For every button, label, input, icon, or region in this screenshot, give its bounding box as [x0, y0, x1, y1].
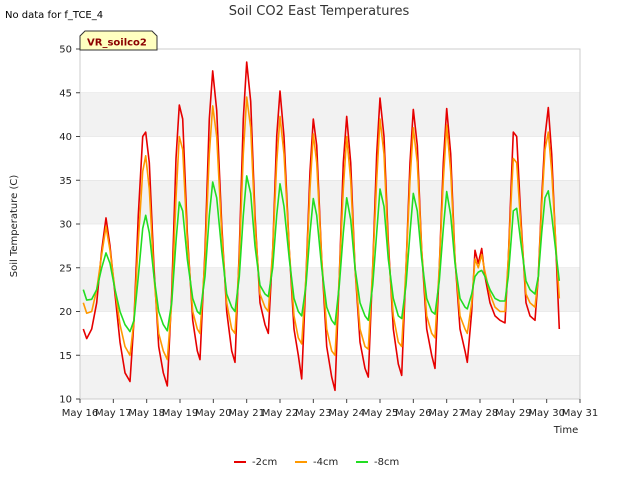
no-data-note: No data for f_TCE_4 [5, 10, 103, 21]
x-tick-label: May 27 [428, 408, 465, 419]
x-axis-label: Time [553, 425, 578, 436]
x-tick-label: May 19 [162, 408, 199, 419]
background-band [80, 92, 580, 137]
x-tick-label: May 22 [262, 408, 299, 419]
legend: -2cm -4cm -8cm [234, 457, 399, 468]
y-axis-ticks: 10 15 20 25 30 35 40 45 50 [59, 45, 80, 406]
y-tick-label: 20 [59, 307, 72, 318]
y-tick-label: 10 [59, 395, 72, 406]
x-tick-label: May 24 [328, 408, 365, 419]
x-tick-label: May 31 [562, 408, 599, 419]
legend-label: -2cm [252, 457, 277, 468]
badge-box [79, 30, 158, 51]
legend-label: -4cm [313, 457, 338, 468]
x-tick-label: May 26 [395, 408, 432, 419]
x-tick-label: May 23 [295, 408, 332, 419]
badge-label: VR_soilco2 [87, 38, 147, 49]
y-tick-label: 30 [59, 220, 72, 231]
series-line-8cm [82, 175, 561, 333]
series-lines [82, 61, 561, 392]
y-tick-label: 40 [59, 132, 72, 143]
x-tick-label: May 16 [62, 408, 99, 419]
y-axis-label: Soil Temperature (C) [9, 175, 20, 278]
background-bands [80, 92, 580, 399]
y-tick-label: 35 [59, 176, 72, 187]
background-band [80, 180, 580, 224]
x-tick-label: May 29 [495, 408, 532, 419]
x-tick-label: May 21 [228, 408, 265, 419]
chart-title: Soil CO2 East Temperatures [229, 4, 410, 19]
legend-label: -8cm [374, 457, 399, 468]
y-tick-label: 25 [59, 263, 72, 274]
y-tick-label: 50 [59, 45, 72, 56]
y-tick-label: 15 [59, 351, 72, 362]
y-tick-label: 45 [59, 88, 72, 99]
x-tick-label: May 20 [195, 408, 232, 419]
background-band [80, 267, 580, 312]
series-line-4cm [82, 96, 561, 361]
x-tick-label: May 18 [128, 408, 165, 419]
x-tick-label: May 30 [528, 408, 565, 419]
badge: VR_soilco2 [79, 30, 158, 51]
gridlines [80, 48, 580, 400]
x-tick-label: May 25 [362, 408, 399, 419]
x-tick-label: May 28 [462, 408, 499, 419]
x-tick-label: May 17 [95, 408, 132, 419]
